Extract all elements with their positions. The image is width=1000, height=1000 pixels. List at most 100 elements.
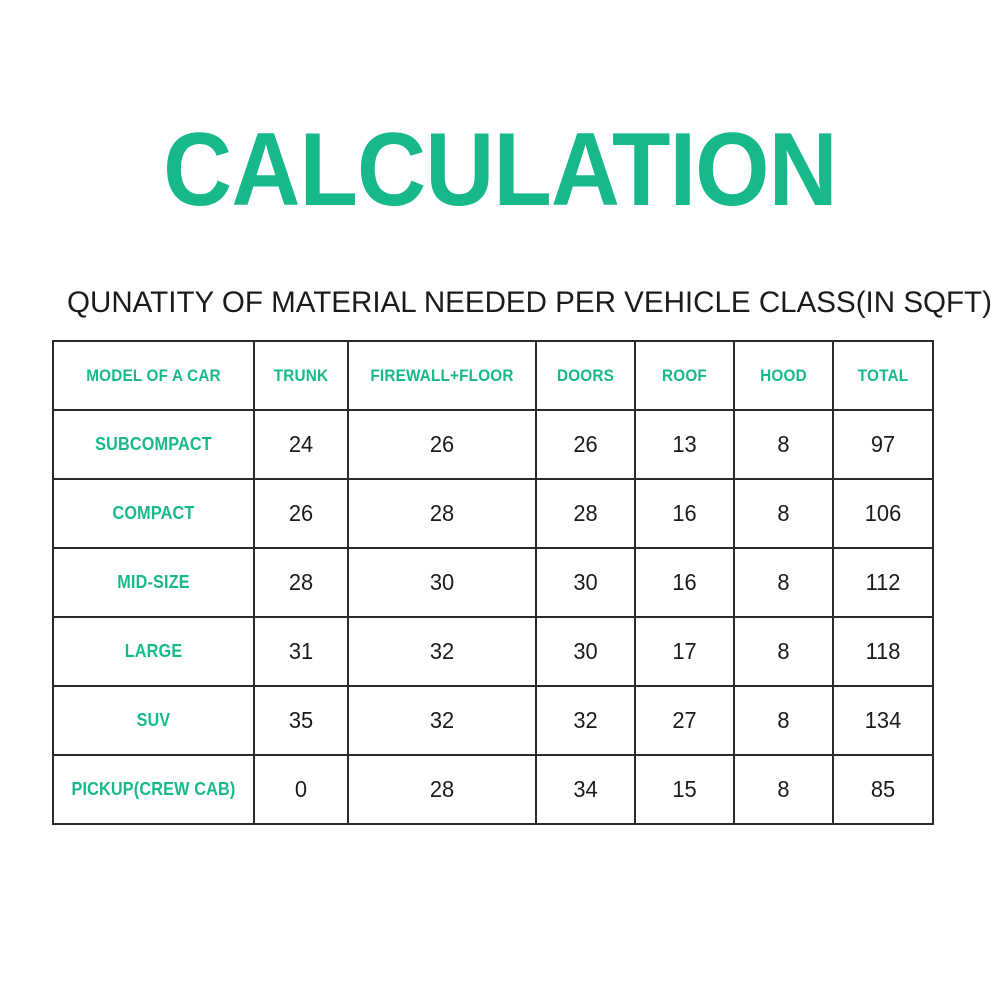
cell-total: 134 xyxy=(832,685,934,756)
cell-model: COMPACT xyxy=(52,478,255,549)
cell-value-doors: 34 xyxy=(573,776,598,802)
table-body: SUBCOMPACT 24 26 26 13 8 xyxy=(52,409,934,825)
cell-value-firewall-floor: 28 xyxy=(429,500,455,526)
cell-hood: 8 xyxy=(733,478,834,549)
cell-value-firewall-floor: 26 xyxy=(429,431,455,457)
cell-value-roof: 27 xyxy=(672,707,697,733)
cell-roof: 27 xyxy=(634,685,735,756)
table-row: PICKUP(CREW CAB) 0 28 34 15 8 xyxy=(52,754,934,825)
cell-value-total: 118 xyxy=(865,638,901,664)
cell-hood: 8 xyxy=(733,616,834,687)
cell-total: 112 xyxy=(832,547,934,618)
cell-value-roof: 17 xyxy=(672,638,697,664)
cell-value-hood: 8 xyxy=(777,500,790,526)
cell-value-firewall-floor: 28 xyxy=(429,776,455,802)
table-header-row: MODEL OF A CAR TRUNK FIREWALL+FLOOR DOOR… xyxy=(52,340,934,411)
row-label: MID-SIZE xyxy=(117,572,190,592)
table-row: LARGE 31 32 30 17 8 xyxy=(52,616,934,687)
table-row: SUBCOMPACT 24 26 26 13 8 xyxy=(52,409,934,480)
row-label: COMPACT xyxy=(112,503,195,523)
cell-firewall-floor: 30 xyxy=(347,547,537,618)
column-header-total: TOTAL xyxy=(832,340,934,411)
cell-value-total: 97 xyxy=(870,431,896,457)
cell-trunk: 0 xyxy=(253,754,349,825)
cell-value-roof: 15 xyxy=(672,776,697,802)
cell-total: 97 xyxy=(832,409,934,480)
cell-total: 118 xyxy=(832,616,934,687)
cell-value-firewall-floor: 32 xyxy=(429,707,455,733)
cell-firewall-floor: 26 xyxy=(347,409,537,480)
table-row: COMPACT 26 28 28 16 8 xyxy=(52,478,934,549)
cell-doors: 30 xyxy=(535,616,636,687)
cell-value-trunk: 35 xyxy=(288,707,314,733)
cell-hood: 8 xyxy=(733,754,834,825)
table-row: SUV 35 32 32 27 8 xyxy=(52,685,934,756)
cell-firewall-floor: 32 xyxy=(347,616,537,687)
cell-value-trunk: 28 xyxy=(288,569,314,595)
row-label: LARGE xyxy=(124,641,183,661)
column-header-doors: DOORS xyxy=(535,340,636,411)
cell-value-doors: 26 xyxy=(573,431,598,457)
cell-total: 85 xyxy=(832,754,934,825)
column-header-firewall-floor-label: FIREWALL+FLOOR xyxy=(370,365,514,385)
column-header-hood-label: HOOD xyxy=(760,365,807,385)
column-header-hood: HOOD xyxy=(733,340,834,411)
cell-value-doors: 32 xyxy=(573,707,598,733)
cell-value-trunk: 31 xyxy=(288,638,314,664)
cell-trunk: 24 xyxy=(253,409,349,480)
cell-firewall-floor: 32 xyxy=(347,685,537,756)
cell-value-hood: 8 xyxy=(777,569,790,595)
cell-value-roof: 13 xyxy=(672,431,697,457)
cell-value-doors: 30 xyxy=(573,569,598,595)
cell-hood: 8 xyxy=(733,547,834,618)
cell-value-trunk: 24 xyxy=(288,431,314,457)
cell-trunk: 31 xyxy=(253,616,349,687)
cell-trunk: 35 xyxy=(253,685,349,756)
cell-firewall-floor: 28 xyxy=(347,754,537,825)
calculation-table: MODEL OF A CAR TRUNK FIREWALL+FLOOR DOOR… xyxy=(52,340,934,825)
cell-doors: 30 xyxy=(535,547,636,618)
cell-value-firewall-floor: 32 xyxy=(429,638,455,664)
cell-trunk: 28 xyxy=(253,547,349,618)
cell-value-doors: 28 xyxy=(573,500,598,526)
column-header-doors-label: DOORS xyxy=(556,365,615,385)
column-header-total-label: TOTAL xyxy=(857,365,909,385)
column-header-trunk: TRUNK xyxy=(253,340,349,411)
column-header-trunk-label: TRUNK xyxy=(273,365,329,385)
cell-roof: 16 xyxy=(634,478,735,549)
cell-model: MID-SIZE xyxy=(52,547,255,618)
cell-doors: 26 xyxy=(535,409,636,480)
cell-value-total: 106 xyxy=(864,500,902,526)
cell-value-hood: 8 xyxy=(777,776,790,802)
cell-model: SUV xyxy=(52,685,255,756)
cell-model: LARGE xyxy=(52,616,255,687)
cell-total: 106 xyxy=(832,478,934,549)
cell-model: PICKUP(CREW CAB) xyxy=(52,754,255,825)
cell-roof: 16 xyxy=(634,547,735,618)
cell-value-total: 112 xyxy=(865,569,901,595)
cell-trunk: 26 xyxy=(253,478,349,549)
calculation-table-wrapper: MODEL OF A CAR TRUNK FIREWALL+FLOOR DOOR… xyxy=(52,340,934,825)
cell-doors: 28 xyxy=(535,478,636,549)
cell-value-roof: 16 xyxy=(672,569,697,595)
table-caption: QUNATITY OF MATERIAL NEEDED PER VEHICLE … xyxy=(67,286,992,319)
cell-roof: 13 xyxy=(634,409,735,480)
table-header: MODEL OF A CAR TRUNK FIREWALL+FLOOR DOOR… xyxy=(52,340,934,411)
cell-model: SUBCOMPACT xyxy=(52,409,255,480)
cell-value-trunk: 0 xyxy=(294,776,308,802)
table-row: MID-SIZE 28 30 30 16 8 xyxy=(52,547,934,618)
cell-value-hood: 8 xyxy=(777,431,790,457)
page-title: CALCULATION xyxy=(163,112,838,228)
cell-doors: 32 xyxy=(535,685,636,756)
cell-value-doors: 30 xyxy=(573,638,598,664)
cell-value-total: 85 xyxy=(870,776,896,802)
cell-roof: 15 xyxy=(634,754,735,825)
column-header-roof-label: ROOF xyxy=(662,365,707,385)
cell-roof: 17 xyxy=(634,616,735,687)
cell-value-hood: 8 xyxy=(777,707,790,733)
column-header-model-label: MODEL OF A CAR xyxy=(86,365,221,385)
cell-value-firewall-floor: 30 xyxy=(429,569,455,595)
cell-firewall-floor: 28 xyxy=(347,478,537,549)
cell-hood: 8 xyxy=(733,685,834,756)
